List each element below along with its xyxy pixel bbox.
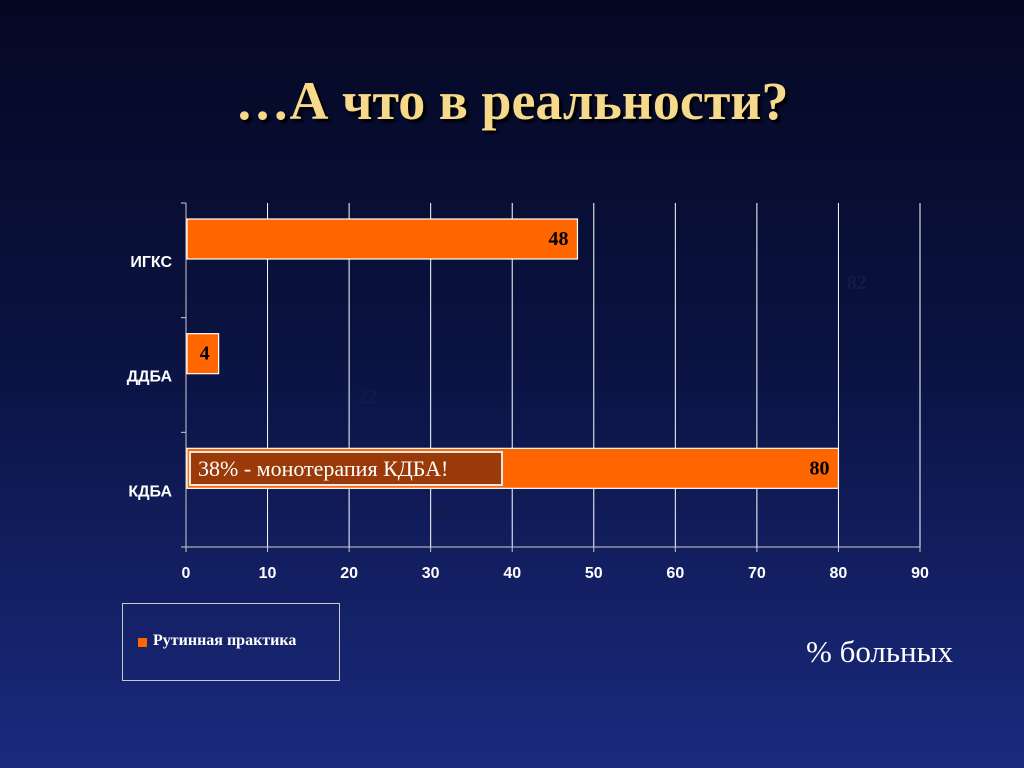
bar (186, 218, 579, 260)
x-tick-label: 50 (585, 565, 603, 582)
x-tick-label: 60 (666, 565, 684, 582)
legend-swatch (138, 638, 147, 647)
category-label: ИГКС (130, 254, 172, 271)
bar-value-label: 48 (548, 228, 568, 250)
grid-layer (267, 203, 921, 547)
x-tick-label: 20 (340, 565, 358, 582)
annotation-callout: 38% - монотерапия КДБА! (189, 451, 503, 486)
hidden-value-label: 82 (847, 272, 867, 294)
bar-value-label: 80 (809, 457, 829, 479)
axis-layer: 0 10 20 30 40 50 60 70 80 90 ИГКС ДДБА КДБА (127, 202, 929, 582)
labels-layer: 48 4 80 82 22 31 (200, 228, 867, 523)
x-tick-label: 40 (503, 565, 521, 582)
category-label: ДДБА (127, 369, 173, 386)
bar (186, 333, 220, 375)
bar-value-label: 4 (200, 343, 210, 365)
legend-label: Рутинная практика (153, 632, 297, 649)
x-tick-label: 70 (748, 565, 766, 582)
hidden-value-label: 31 (431, 501, 451, 523)
hidden-value-label: 22 (357, 387, 377, 409)
chart-legend: Рутинная практика (122, 603, 340, 681)
slide-title: …А что в реальности? (235, 71, 789, 131)
x-tick-label: 90 (911, 565, 929, 582)
x-tick-label: 10 (259, 565, 277, 582)
x-axis-title: % больных (806, 634, 953, 669)
x-tick-label: 30 (422, 565, 440, 582)
category-label: КДБА (128, 483, 172, 500)
x-tick-label: 80 (830, 565, 848, 582)
x-tick-label: 0 (182, 565, 191, 582)
